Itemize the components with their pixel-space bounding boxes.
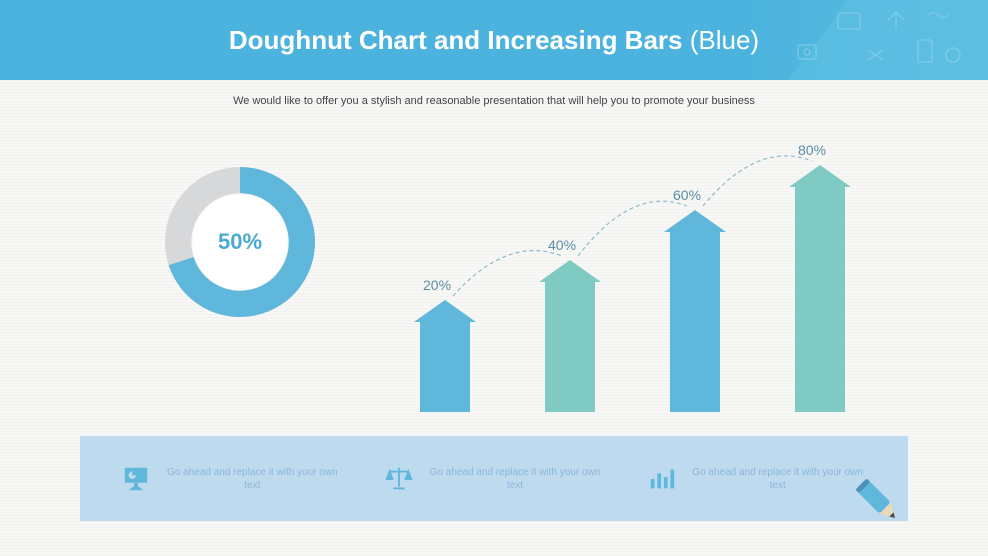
- svg-text:40%: 40%: [548, 237, 576, 253]
- footer-item-2: Go ahead and replace it with your own te…: [384, 464, 604, 494]
- footer-item-3: Go ahead and replace it with your own te…: [647, 464, 867, 494]
- pencil-icon: [848, 471, 908, 531]
- footer-item-1: Go ahead and replace it with your own te…: [121, 464, 341, 494]
- svg-text:20%: 20%: [423, 277, 451, 293]
- footer-bar: Go ahead and replace it with your own te…: [80, 436, 908, 521]
- bars-icon: [647, 464, 677, 494]
- page-title: Doughnut Chart and Increasing Bars (Blue…: [229, 25, 759, 56]
- bar-chart: 20% 40% 60% 80%: [390, 142, 920, 412]
- footer-text-1: Go ahead and replace it with your own te…: [163, 466, 341, 492]
- chart-area: 50% 20% 40% 60% 80%: [0, 142, 988, 442]
- svg-text:60%: 60%: [673, 187, 701, 203]
- title-suffix: (Blue): [690, 25, 759, 55]
- header-decoration-icons: [788, 5, 978, 75]
- title-main: Doughnut Chart and Increasing Bars: [229, 25, 683, 55]
- scales-icon: [384, 464, 414, 494]
- footer-text-2: Go ahead and replace it with your own te…: [426, 466, 604, 492]
- doughnut-label: 50%: [218, 229, 262, 255]
- subtitle: We would like to offer you a stylish and…: [0, 95, 988, 107]
- presentation-icon: [121, 464, 151, 494]
- doughnut-chart: 50%: [160, 162, 320, 322]
- footer-text-3: Go ahead and replace it with your own te…: [689, 466, 867, 492]
- svg-text:80%: 80%: [798, 142, 826, 158]
- header: Doughnut Chart and Increasing Bars (Blue…: [0, 0, 988, 80]
